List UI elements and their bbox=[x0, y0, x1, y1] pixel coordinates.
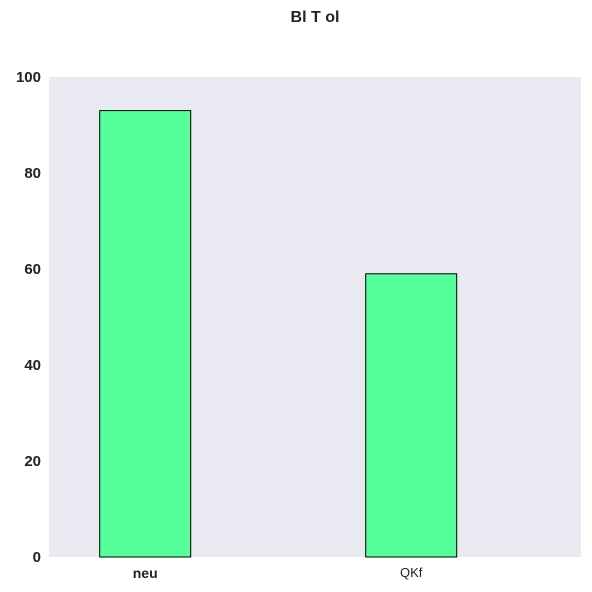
y-tick-label: 100 bbox=[16, 69, 41, 86]
y-tick-label: 20 bbox=[24, 453, 41, 470]
bars bbox=[99, 110, 458, 558]
y-axis-ticks: 0 20 40 60 80 100 bbox=[16, 69, 41, 566]
bar-qkf bbox=[365, 273, 458, 558]
y-tick-label: 80 bbox=[24, 165, 41, 182]
y-tick-label: 60 bbox=[24, 261, 41, 278]
y-tick-label: 0 bbox=[33, 549, 41, 566]
x-axis-ticks: neu QKf bbox=[133, 565, 423, 581]
x-tick-label: neu bbox=[133, 565, 158, 581]
chart-title: Bl T ol bbox=[291, 9, 340, 26]
y-tick-label: 40 bbox=[24, 357, 41, 374]
bar-neu bbox=[99, 110, 192, 558]
x-tick-label: QKf bbox=[400, 565, 423, 580]
